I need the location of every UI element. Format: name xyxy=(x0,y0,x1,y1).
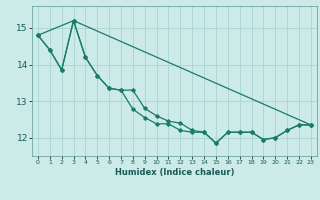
X-axis label: Humidex (Indice chaleur): Humidex (Indice chaleur) xyxy=(115,168,234,177)
